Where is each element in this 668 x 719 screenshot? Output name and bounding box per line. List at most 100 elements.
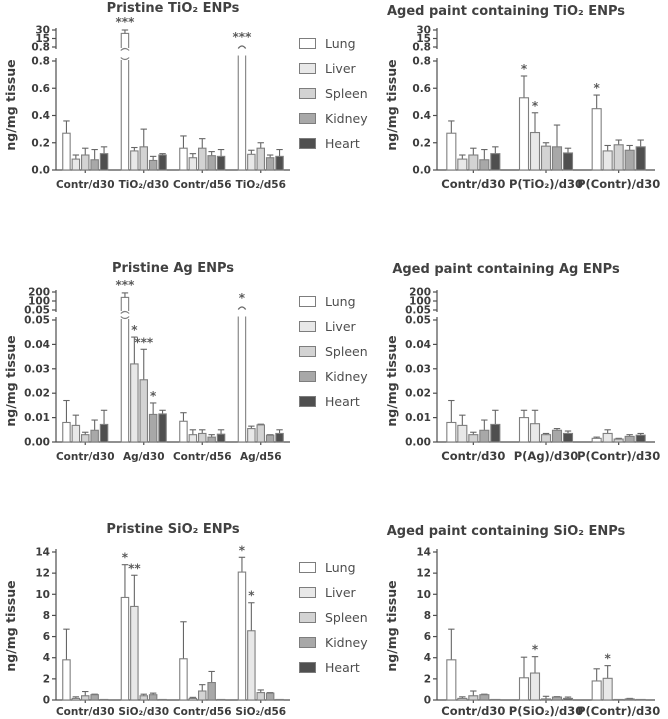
y-tick-label: 0.00 xyxy=(24,437,50,449)
y-tick-label: 4 xyxy=(43,652,50,664)
legend-label: Spleen xyxy=(325,610,368,625)
y-tick-label: 0.04 xyxy=(405,339,431,351)
bar xyxy=(247,428,256,443)
bar xyxy=(540,434,552,443)
bar xyxy=(90,429,99,443)
bar xyxy=(62,132,71,171)
bar xyxy=(99,698,109,701)
axis-break-arc xyxy=(237,45,247,49)
legend-label: Kidney xyxy=(325,635,368,650)
legend-item: Liver xyxy=(299,580,368,605)
bar xyxy=(591,437,602,443)
significance-stars: * xyxy=(594,81,601,95)
panel-title: Aged paint containing SiO₂ ENPs xyxy=(386,524,626,539)
bar xyxy=(275,155,284,171)
bar xyxy=(99,423,109,443)
y-tick-label: 200 xyxy=(409,287,431,299)
bar xyxy=(457,158,468,171)
y-tick-label: 0.02 xyxy=(24,388,50,400)
bar xyxy=(562,432,574,443)
y-tick-label: 0.0 xyxy=(31,165,50,177)
y-tick-label: 0.6 xyxy=(31,83,50,95)
significance-stars: * xyxy=(239,543,246,557)
y-tick-label: 2 xyxy=(43,673,50,685)
bar xyxy=(551,429,563,443)
bar xyxy=(602,150,613,171)
bar xyxy=(275,432,284,443)
bar xyxy=(216,433,226,443)
legend-item: Lung xyxy=(299,31,368,56)
y-tick-label: 100 xyxy=(409,296,431,308)
bar xyxy=(71,424,81,443)
bar xyxy=(198,432,207,443)
x-tick-label: Contr/d30 xyxy=(441,177,505,191)
bar xyxy=(479,694,490,701)
significance-stars: *** xyxy=(116,278,136,292)
bar xyxy=(446,659,457,701)
legend-swatch xyxy=(299,637,316,648)
axis-break-arc xyxy=(120,57,130,61)
legend-swatch xyxy=(299,38,316,49)
bar xyxy=(468,695,479,701)
y-tick-label: 8 xyxy=(424,610,431,622)
significance-stars: * xyxy=(131,323,138,337)
y-tick-label: 100 xyxy=(28,296,50,308)
bar xyxy=(247,153,256,171)
bar xyxy=(551,146,563,171)
bar xyxy=(81,695,90,701)
significance-stars: * xyxy=(239,291,246,305)
bar xyxy=(148,413,158,443)
legend-label: Lung xyxy=(325,560,356,575)
significance-stars: *** xyxy=(116,15,136,29)
bar xyxy=(179,658,188,701)
bar xyxy=(540,145,552,171)
axis-break-arc xyxy=(120,310,130,314)
panel-title: Aged paint containing Ag ENPs xyxy=(392,262,620,277)
significance-stars: *** xyxy=(134,335,154,349)
y-tick-label: 14 xyxy=(35,547,50,559)
bar xyxy=(207,436,216,443)
y-tick-label: 0.8 xyxy=(31,56,50,68)
bar xyxy=(613,144,624,171)
y-axis-label: ng/mg tissue xyxy=(3,59,18,150)
x-tick-label: Contr/d30 xyxy=(441,449,505,463)
y-tick-label: 0.8 xyxy=(412,56,431,68)
bar xyxy=(139,146,149,171)
y-axis-label: ng/mg tissue xyxy=(3,580,18,671)
bar xyxy=(635,146,646,171)
legend-label: Lung xyxy=(325,294,356,309)
panel-title: Pristine SiO₂ ENPs xyxy=(106,522,240,537)
x-tick-label: SiO₂/d56 xyxy=(235,706,286,718)
bar xyxy=(602,677,613,701)
legend-item: Kidney xyxy=(299,630,368,655)
legend-swatch xyxy=(299,296,316,307)
bar xyxy=(635,434,646,443)
legend-item: Heart xyxy=(299,389,368,414)
y-tick-label: 15 xyxy=(416,33,431,45)
legend-sio2: Lung Liver Spleen Kidney Heart xyxy=(299,555,368,680)
bar xyxy=(490,423,501,443)
x-tick-label: P(Ag)/d30 xyxy=(514,449,579,463)
bar xyxy=(81,434,90,443)
bar xyxy=(562,697,574,701)
y-tick-label: 0.05 xyxy=(24,305,50,317)
y-tick-label: 0.03 xyxy=(405,363,431,375)
y-tick-label: 0.01 xyxy=(24,412,50,424)
bar xyxy=(247,630,256,701)
bar xyxy=(275,698,284,701)
legend-swatch xyxy=(299,396,316,407)
y-tick-label: 0.03 xyxy=(24,363,50,375)
y-tick-label: 0.4 xyxy=(31,110,50,122)
y-axis-label: ng/mg tissue xyxy=(3,335,18,426)
bar xyxy=(624,698,635,701)
bar xyxy=(198,147,207,171)
bar xyxy=(237,571,247,701)
x-tick-label: Ag/d56 xyxy=(240,451,282,463)
bar xyxy=(188,434,198,443)
legend-item: Kidney xyxy=(299,364,368,389)
bar xyxy=(468,154,479,171)
y-tick-label: 0.05 xyxy=(24,315,50,327)
y-tick-label: 0 xyxy=(424,695,431,707)
